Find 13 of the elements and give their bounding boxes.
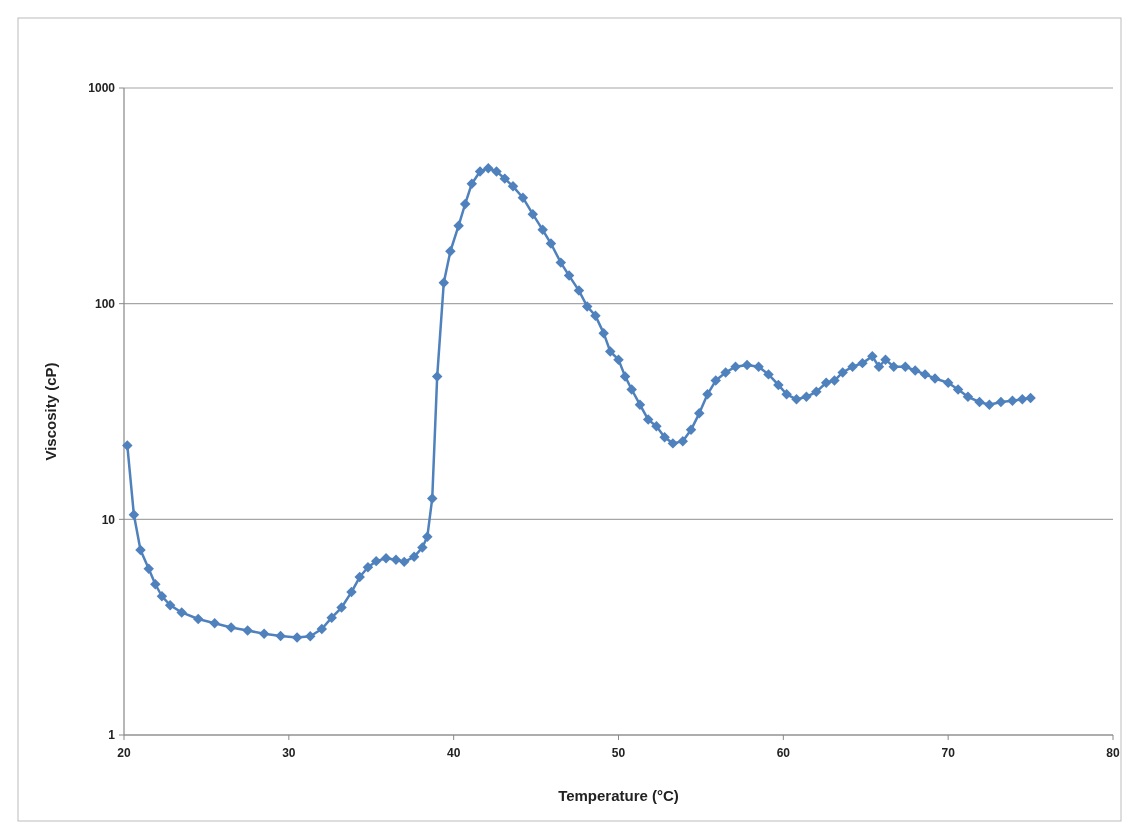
y-axis-title: Viscosity (cP)	[42, 362, 59, 461]
x-tick-label: 20	[117, 746, 131, 760]
x-tick-label: 40	[446, 746, 461, 760]
x-tick-label: 70	[941, 746, 956, 760]
y-tick-label: 1	[108, 728, 116, 743]
y-tick-label: 10	[101, 512, 116, 527]
x-tick-label: 60	[776, 746, 791, 760]
x-tick-label: 50	[611, 746, 626, 760]
y-tick-label: 1000	[88, 81, 116, 96]
x-tick-label: 80	[1106, 746, 1120, 760]
y-tick-label: 100	[94, 296, 116, 311]
x-tick-label: 30	[282, 746, 296, 760]
x-axis-title: Temperature (°C)	[558, 787, 679, 804]
